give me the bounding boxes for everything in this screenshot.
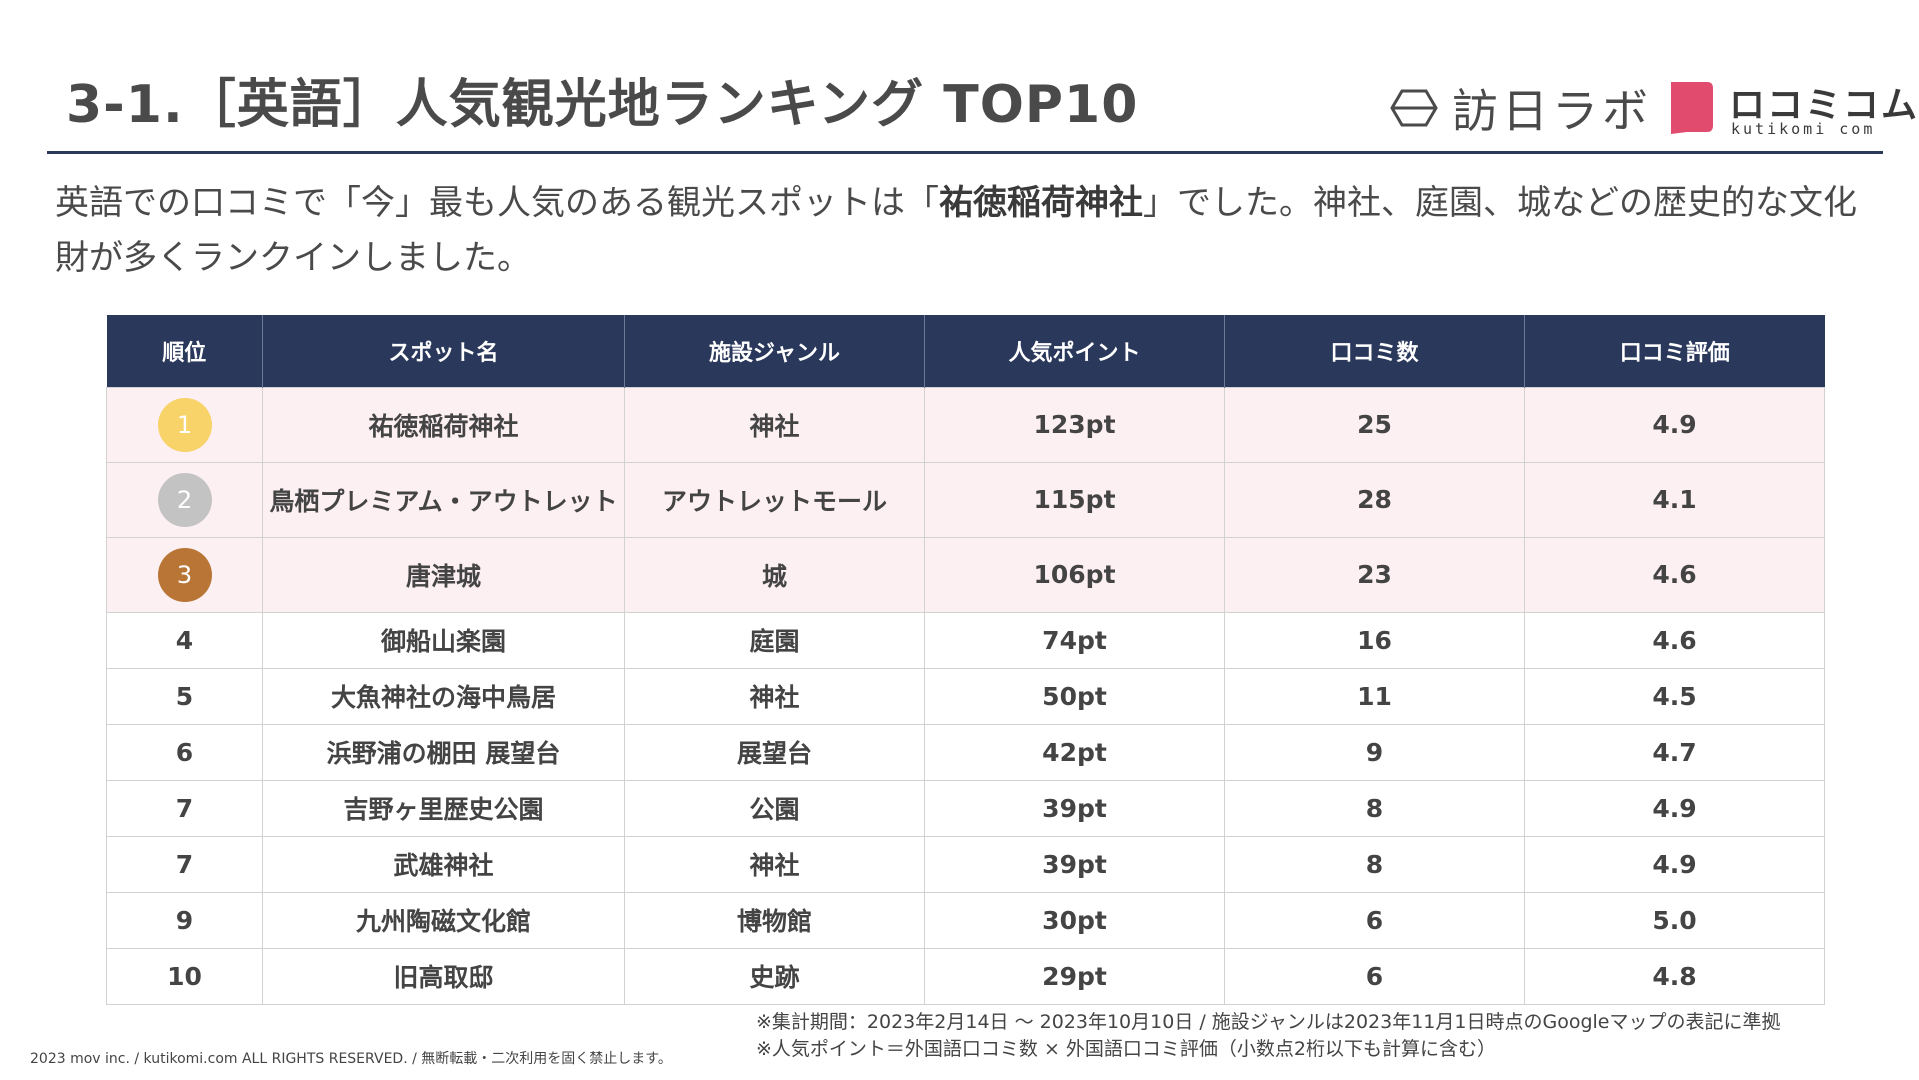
rating-cell: 4.8 [1524,947,1825,1005]
points-cell: 50pt [924,667,1225,725]
rank-cell: 3 [106,536,263,613]
rank-cell: 5 [106,667,263,725]
table-row: 10 旧高取邸 史跡 29pt 6 4.8 [106,947,1825,1005]
genre-cell: 展望台 [624,723,925,781]
rating-cell: 5.0 [1524,891,1825,949]
review-count-cell: 9 [1224,723,1525,781]
spot-name-cell: 武雄神社 [262,835,625,893]
table-row: 7 吉野ヶ里歴史公園 公園 39pt 8 4.9 [106,779,1825,837]
review-count-cell: 23 [1224,536,1525,613]
header-spot-name: スポット名 [262,315,625,387]
genre-cell: 博物館 [624,891,925,949]
rating-cell: 4.9 [1524,386,1825,463]
kutikomi-logo-kana: ロコミコム [1729,85,1919,126]
table-row: 5 大魚神社の海中鳥居 神社 50pt 11 4.5 [106,667,1825,725]
spot-name-cell: 祐徳稲荷神社 [262,386,625,463]
table-row: 2 鳥栖プレミアム・アウトレット アウトレットモール 115pt 28 4.1 [106,461,1825,538]
rating-cell: 4.9 [1524,835,1825,893]
points-cell: 29pt [924,947,1225,1005]
summary-text-part2: 」でした。神社、庭園、城などの歴史的な文化財が多くランクインしました。 [55,183,1857,278]
summary-highlight: 祐徳稲荷神社 [939,183,1143,223]
title-divider [47,151,1883,154]
copyright-text: 2023 mov inc. / kutikomi.com ALL RIGHTS … [30,1051,672,1067]
genre-cell: 神社 [624,835,925,893]
review-count-cell: 11 [1224,667,1525,725]
header-rating: 口コミ評価 [1524,315,1825,387]
genre-cell: 庭園 [624,611,925,669]
review-count-cell: 16 [1224,611,1525,669]
points-cell: 106pt [924,536,1225,613]
review-count-cell: 6 [1224,947,1525,1005]
spot-name-cell: 鳥栖プレミアム・アウトレット [262,461,625,538]
review-count-cell: 6 [1224,891,1525,949]
genre-cell: 神社 [624,386,925,463]
hexagon-logo-icon [1390,89,1438,127]
points-cell: 74pt [924,611,1225,669]
speech-bubble-logo-icon [1671,82,1713,134]
rank-cell: 2 [106,461,263,538]
points-cell: 42pt [924,723,1225,781]
rank-cell: 4 [106,611,263,669]
genre-cell: 神社 [624,667,925,725]
review-count-cell: 28 [1224,461,1525,538]
spot-name-cell: 浜野浦の棚田 展望台 [262,723,625,781]
table-row: 3 唐津城城 106pt 23 4.6 [106,536,1825,613]
table-row: 9 九州陶磁文化館 博物館 30pt 6 5.0 [106,891,1825,949]
page-title: 3-1.［英語］人気観光地ランキング TOP10 [66,75,1139,135]
houjin-lab-wordmark: 訪日ラボ [1452,84,1652,138]
points-cell: 39pt [924,835,1225,893]
header-rank: 順位 [106,315,263,387]
table-row: 6 浜野浦の棚田 展望台 展望台 42pt 9 4.7 [106,723,1825,781]
rating-cell: 4.1 [1524,461,1825,538]
rank-medal-icon: 3 [157,547,212,602]
footnotes: ※集計期間：2023年2月14日 〜 2023年10月10日 / 施設ジャンルは… [756,1009,1780,1063]
rank-medal-icon: 1 [157,397,212,452]
rank-cell: 9 [106,891,263,949]
rating-cell: 4.7 [1524,723,1825,781]
spot-name-cell: 御船山楽園 [262,611,625,669]
table-row: 7 武雄神社 神社 39pt 8 4.9 [106,835,1825,893]
rating-cell: 4.6 [1524,536,1825,613]
rating-cell: 4.6 [1524,611,1825,669]
spot-name-cell: 大魚神社の海中鳥居 [262,667,625,725]
points-cell: 39pt [924,779,1225,837]
kutikomi-logo-roman: kutikomi com [1731,120,1876,138]
genre-cell: 公園 [624,779,925,837]
footnote-formula: ※人気ポイント＝外国語口コミ数 × 外国語口コミ評価（小数点2桁以下も計算に含む… [756,1038,1497,1060]
points-cell: 30pt [924,891,1225,949]
header-genre: 施設ジャンル [624,315,925,387]
spot-name-cell: 旧高取邸 [262,947,625,1005]
table-row: 1 祐徳稲荷神社 神社 123pt 25 4.9 [106,386,1825,463]
points-cell: 115pt [924,461,1225,538]
summary-text: 英語での口コミで「今」最も人気のある観光スポットは「祐徳稲荷神社」でした。神社、… [55,176,1885,286]
table-row: 4 御船山楽園 庭園 74pt 16 4.6 [106,611,1825,669]
rank-medal-icon: 2 [157,472,212,527]
spot-name-cell: 九州陶磁文化館 [262,891,625,949]
rank-cell: 6 [106,723,263,781]
houjin-lab-logo: 訪日ラボ [1390,82,1652,138]
footnote-period: ※集計期間：2023年2月14日 〜 2023年10月10日 / 施設ジャンルは… [756,1011,1781,1033]
table-header-row: 順位 スポット名 施設ジャンル 人気ポイント 口コミ数 口コミ評価 [106,315,1825,387]
review-count-cell: 25 [1224,386,1525,463]
header-points: 人気ポイント [924,315,1225,387]
points-cell: 123pt [924,386,1225,463]
spot-name-cell: 吉野ヶ里歴史公園 [262,779,625,837]
review-count-cell: 8 [1224,779,1525,837]
rank-cell: 1 [106,386,263,463]
spot-name-cell: 唐津城 [262,536,625,613]
genre-cell: 城 [624,536,925,613]
header-review-count: 口コミ数 [1224,315,1525,387]
kutikomi-logo: ロコミコム kutikomi com [1667,80,1917,140]
review-count-cell: 8 [1224,835,1525,893]
rating-cell: 4.9 [1524,779,1825,837]
summary-text-part1: 英語での口コミで「今」最も人気のある観光スポットは「 [55,183,939,223]
ranking-table: 順位 スポット名 施設ジャンル 人気ポイント 口コミ数 口コミ評価 1 祐徳稲荷神… [106,315,1825,1005]
rank-cell: 7 [106,779,263,837]
genre-cell: 史跡 [624,947,925,1005]
genre-cell: アウトレットモール [624,461,925,538]
rank-cell: 10 [106,947,263,1005]
rating-cell: 4.5 [1524,667,1825,725]
rank-cell: 7 [106,835,263,893]
